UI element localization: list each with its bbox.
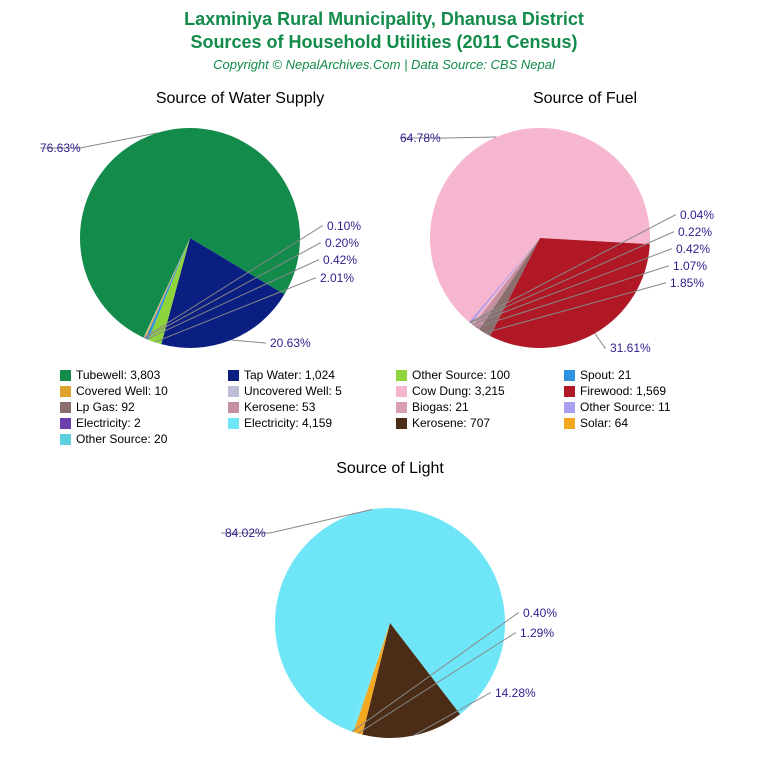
main-title-line2: Sources of Household Utilities (2011 Cen…	[0, 31, 768, 54]
title-block: Laxminiya Rural Municipality, Dhanusa Di…	[0, 0, 768, 72]
slice-label: 76.63%	[40, 141, 81, 155]
legend-swatch	[396, 386, 407, 397]
legend-text: Tap Water: 1,024	[244, 368, 335, 382]
pie-fuel-svg: 64.78% 31.61% 1.85% 1.07% 0.42% 0.22% 0.04%	[400, 108, 740, 368]
slice-label: 2.01%	[320, 271, 354, 285]
legend-text: Spout: 21	[580, 368, 631, 382]
legend-text: Tubewell: 3,803	[76, 368, 160, 382]
slice-label: 0.42%	[676, 242, 710, 256]
legend-swatch	[60, 402, 71, 413]
legend-text: Cow Dung: 3,215	[412, 384, 505, 398]
legend-text: Electricity: 2	[76, 416, 141, 430]
subtitle: Copyright © NepalArchives.Com | Data Sou…	[0, 57, 768, 72]
legend-text: Uncovered Well: 5	[244, 384, 342, 398]
legend-item: Covered Well: 10	[60, 384, 220, 398]
legend: Tubewell: 3,803 Tap Water: 1,024 Other Sou…	[60, 368, 694, 446]
legend-swatch	[396, 370, 407, 381]
legend-item: Cow Dung: 3,215	[396, 384, 556, 398]
legend-swatch	[396, 418, 407, 429]
legend-swatch	[60, 434, 71, 445]
slice-label: 14.28%	[495, 686, 536, 700]
legend-swatch	[60, 370, 71, 381]
legend-text: Biogas: 21	[412, 400, 469, 414]
slice-label: 31.61%	[610, 341, 651, 355]
slice-label: 20.63%	[270, 336, 311, 350]
legend-item: Solar: 64	[564, 416, 694, 430]
pie-light-svg: 84.02% 14.28% 1.29% 0.40%	[210, 478, 570, 758]
slice-label: 0.04%	[680, 208, 714, 222]
chart-title-fuel: Source of Fuel	[430, 90, 740, 108]
legend-item: Spout: 21	[564, 368, 694, 382]
legend-swatch	[564, 418, 575, 429]
slice-label: 0.22%	[678, 225, 712, 239]
slice-label: 84.02%	[225, 526, 266, 540]
legend-text: Firewood: 1,569	[580, 384, 666, 398]
slice-label: 0.10%	[327, 219, 361, 233]
legend-text: Lp Gas: 92	[76, 400, 135, 414]
legend-item: Biogas: 21	[396, 400, 556, 414]
chart-title-water: Source of Water Supply	[100, 90, 380, 108]
water-chart: Source of Water Supply 76.63% 20.63% 2.01%…	[40, 90, 380, 373]
legend-swatch	[60, 386, 71, 397]
legend-text: Solar: 64	[580, 416, 628, 430]
legend-item: Kerosene: 707	[396, 416, 556, 430]
legend-item: Uncovered Well: 5	[228, 384, 388, 398]
legend-text: Other Source: 100	[412, 368, 510, 382]
chart-title-light: Source of Light	[210, 460, 570, 478]
legend-item: Electricity: 2	[60, 416, 220, 430]
legend-item: Lp Gas: 92	[60, 400, 220, 414]
legend-text: Electricity: 4,159	[244, 416, 332, 430]
light-chart: Source of Light 84.02% 14.28% 1.29% 0.40%	[210, 460, 570, 763]
legend-item: Firewood: 1,569	[564, 384, 694, 398]
slice-label: 0.20%	[325, 236, 359, 250]
pie-water-svg: 76.63% 20.63% 2.01% 0.42% 0.20% 0.10%	[40, 108, 380, 368]
legend-swatch	[564, 370, 575, 381]
legend-item: Tubewell: 3,803	[60, 368, 220, 382]
legend-text: Other Source: 20	[76, 432, 167, 446]
legend-item: Kerosene: 53	[228, 400, 388, 414]
legend-item: Other Source: 20	[60, 432, 220, 446]
main-title-line1: Laxminiya Rural Municipality, Dhanusa Di…	[0, 8, 768, 31]
slice-label: 64.78%	[400, 131, 441, 145]
legend-text: Covered Well: 10	[76, 384, 168, 398]
legend-item: Tap Water: 1,024	[228, 368, 388, 382]
legend-swatch	[228, 386, 239, 397]
legend-swatch	[228, 418, 239, 429]
slice-label: 1.85%	[670, 276, 704, 290]
legend-text: Kerosene: 53	[244, 400, 315, 414]
slice-label: 0.40%	[523, 606, 557, 620]
slice-label: 1.07%	[673, 259, 707, 273]
fuel-chart: Source of Fuel 64.78% 31.61% 1.85% 1.07% 0.4…	[400, 90, 740, 373]
legend-swatch	[228, 370, 239, 381]
legend-text: Kerosene: 707	[412, 416, 490, 430]
legend-swatch	[60, 418, 71, 429]
slice-label: 0.42%	[323, 253, 357, 267]
legend-item: Other Source: 100	[396, 368, 556, 382]
legend-swatch	[564, 402, 575, 413]
legend-item: Other Source: 11	[564, 400, 694, 414]
legend-swatch	[564, 386, 575, 397]
legend-swatch	[396, 402, 407, 413]
legend-swatch	[228, 402, 239, 413]
legend-text: Other Source: 11	[580, 400, 671, 414]
slice-label: 1.29%	[520, 626, 554, 640]
legend-item: Electricity: 4,159	[228, 416, 388, 430]
